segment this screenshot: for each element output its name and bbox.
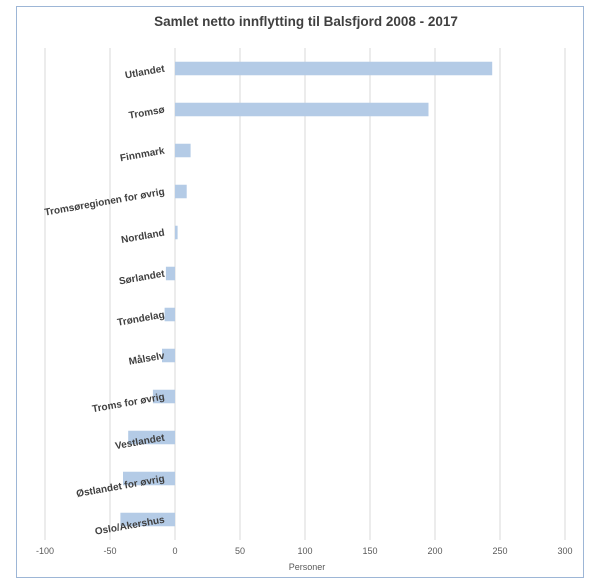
category-label: Utlandet	[124, 64, 166, 82]
bar	[128, 430, 175, 445]
bar	[165, 266, 175, 281]
category-label: Tromsø	[128, 104, 166, 121]
category-label: Troms for øvrig	[91, 392, 165, 416]
bar	[175, 143, 191, 158]
bar	[162, 348, 175, 363]
chart-title: Samlet netto innflytting til Balsfjord 2…	[154, 14, 458, 29]
bar	[123, 471, 175, 486]
bar	[120, 512, 175, 527]
chart-frame	[16, 6, 584, 578]
x-tick-label: 150	[362, 546, 377, 556]
category-label: Sørlandet	[118, 269, 166, 288]
x-tick-label: -50	[103, 546, 116, 556]
x-tick-label: 300	[557, 546, 572, 556]
x-tick-label: 100	[297, 546, 312, 556]
category-label: Tromsøregionen for øvrig	[44, 187, 166, 219]
category-label: Trøndelag	[117, 310, 166, 329]
category-label: Nordland	[120, 228, 165, 246]
bar	[164, 307, 175, 322]
category-label: Målselv	[128, 350, 166, 368]
category-label: Østlandet for øvrig	[76, 474, 166, 500]
x-tick-label: 50	[235, 546, 245, 556]
bar	[175, 102, 429, 117]
bar	[152, 389, 175, 404]
x-axis-title: Personer	[289, 562, 326, 572]
category-label: Finnmark	[119, 146, 166, 165]
bars	[120, 61, 493, 527]
x-tick-label: 200	[427, 546, 442, 556]
gridlines	[44, 48, 566, 540]
x-tick-label: -100	[36, 546, 54, 556]
x-tick-labels: -100 -50 0 50 100 150 200 250 300	[36, 546, 573, 556]
category-labels: Utlandet Tromsø Finnmark Tromsøregionen for…	[44, 64, 167, 538]
bar	[175, 225, 178, 240]
x-tick-label: 250	[492, 546, 507, 556]
bar	[175, 61, 493, 76]
bar	[175, 184, 187, 199]
x-tick-label: 0	[172, 546, 177, 556]
